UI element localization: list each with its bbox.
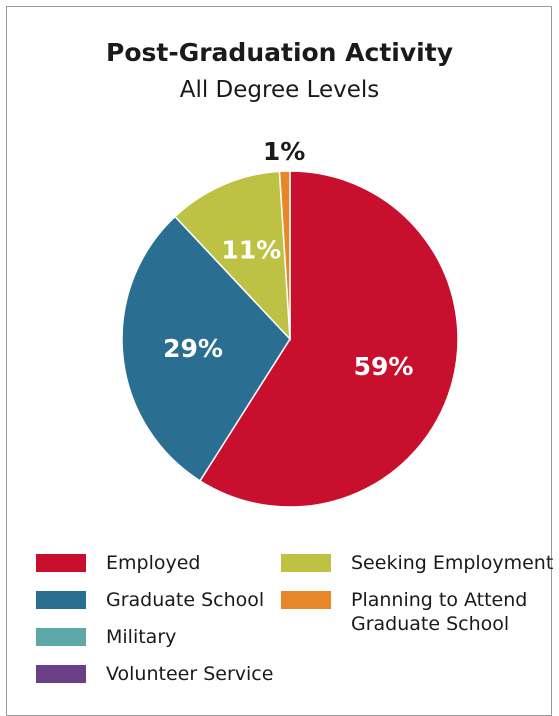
legend-label-planning-graduate-school: Planning to Attend Graduate School bbox=[351, 589, 528, 635]
legend-swatch-planning-graduate-school bbox=[281, 591, 331, 609]
legend-swatch-employed bbox=[36, 554, 86, 572]
slice-employed bbox=[198, 170, 459, 508]
slice-label-employed: 59% bbox=[354, 352, 414, 381]
legend-swatch-seeking-employment bbox=[281, 554, 331, 572]
legend-item-graduate-school: Graduate School bbox=[36, 588, 264, 616]
legend-item-planning-graduate-school: Planning to Attend Graduate School bbox=[281, 588, 559, 635]
slice-label-graduate-school: 29% bbox=[163, 334, 223, 363]
slice-planning-graduate-school bbox=[278, 170, 291, 340]
legend-item-military: Military bbox=[36, 625, 176, 653]
legend-item-seeking-employment: Seeking Employment bbox=[281, 551, 553, 579]
legend-swatch-graduate-school bbox=[36, 591, 86, 609]
slice-label-seeking-employment: 11% bbox=[221, 236, 281, 265]
chart-title: Post-Graduation Activity bbox=[106, 38, 453, 67]
slice-label-planning-graduate-school: 1% bbox=[263, 137, 305, 166]
legend-swatch-military bbox=[36, 628, 86, 646]
legend-label-volunteer-service: Volunteer Service bbox=[106, 663, 274, 685]
chart-subtitle: All Degree Levels bbox=[179, 77, 380, 103]
legend-label-seeking-employment: Seeking Employment bbox=[351, 552, 554, 574]
slice-seeking-employment bbox=[173, 170, 291, 342]
slice-graduate-school bbox=[121, 215, 291, 482]
legend-label-employed: Employed bbox=[106, 552, 201, 574]
pie-chart: 59% 29% 11% 1% bbox=[121, 137, 459, 508]
legend-label-military: Military bbox=[106, 626, 177, 648]
legend-swatch-volunteer-service bbox=[36, 665, 86, 683]
legend-item-volunteer-service: Volunteer Service bbox=[36, 662, 273, 690]
legend-item-employed: Employed bbox=[36, 551, 200, 579]
legend-label-graduate-school: Graduate School bbox=[106, 589, 265, 611]
